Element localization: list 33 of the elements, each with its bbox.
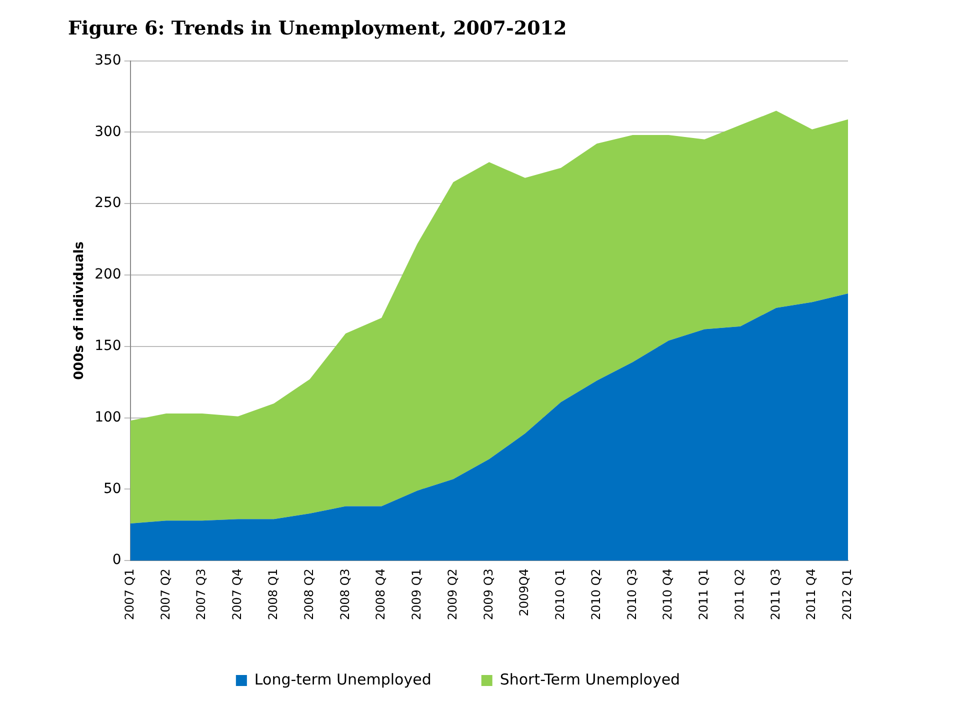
x-tick-label: 2009 Q2 — [445, 568, 460, 620]
chart-title: Figure 6: Trends in Unemployment, 2007-2012 — [68, 17, 567, 40]
y-tick-label: 0 — [112, 552, 122, 568]
x-tick-label: 2008 Q3 — [338, 568, 352, 620]
x-tick-label: 2009 Q3 — [481, 568, 496, 620]
x-tick-label: 2009 Q1 — [410, 568, 424, 620]
x-tick-label: 2009Q4 — [517, 568, 532, 616]
legend-label: Short-Term Unemployed — [500, 670, 680, 688]
y-axis-title: 000s of individuals — [72, 241, 88, 380]
x-tick-label: 2010 Q2 — [588, 568, 603, 620]
x-tick-label: 2007 Q2 — [158, 568, 172, 620]
y-tick-label: 250 — [94, 195, 122, 212]
x-tick-label: 2008 Q1 — [266, 568, 280, 620]
x-tick-label: 2012 Q1 — [840, 568, 854, 620]
y-tick-label: 150 — [94, 338, 122, 354]
x-tick-label: 2011 Q1 — [696, 568, 711, 620]
x-tick-label: 2007 Q1 — [122, 568, 136, 620]
x-tick-label: 2011 Q3 — [768, 568, 782, 620]
y-tick-label: 200 — [94, 266, 122, 283]
x-tick-label: 2010 Q1 — [553, 568, 568, 620]
y-tick-label: 50 — [103, 480, 122, 497]
x-tick-label: 2007 Q4 — [230, 568, 244, 620]
x-tick-label: 2008 Q2 — [302, 568, 316, 620]
y-tick-label: 350 — [94, 52, 122, 68]
x-tick-label: 2007 Q3 — [194, 568, 208, 620]
x-tick-label: 2010 Q4 — [660, 568, 675, 620]
x-tick-label: 2010 Q3 — [624, 568, 639, 620]
y-tick-label: 100 — [94, 409, 122, 426]
x-tick-label: 2008 Q4 — [374, 568, 388, 620]
y-tick-label: 300 — [94, 124, 122, 140]
x-tick-label: 2011 Q4 — [804, 568, 818, 620]
legend-label: Long-term Unemployed — [254, 670, 432, 688]
x-tick-label: 2011 Q2 — [732, 568, 746, 620]
